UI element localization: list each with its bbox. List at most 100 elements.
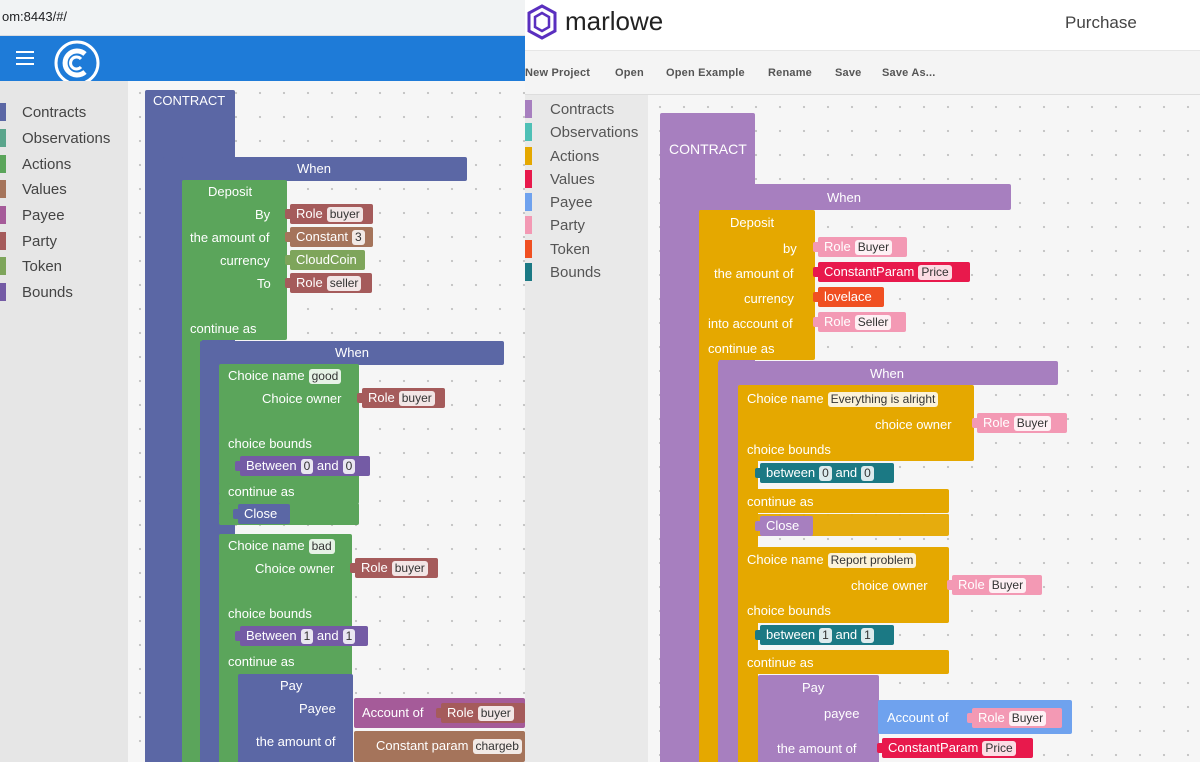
choice-name-value[interactable]: Everything is alright: [827, 392, 939, 407]
role-seller-chip[interactable]: Role seller: [285, 273, 372, 293]
contract-label: CONTRACT: [669, 141, 747, 157]
menu-rename[interactable]: Rename: [768, 67, 812, 79]
choice-name-text: Choice name: [747, 391, 824, 406]
category-swatch: [0, 129, 6, 147]
pay-block[interactable]: [758, 675, 879, 762]
chip-text: Close: [244, 506, 278, 521]
constant-param-chip[interactable]: Constant param chargeb: [365, 736, 525, 756]
choice-name-value[interactable]: good: [308, 369, 342, 384]
currency-label: currency: [220, 253, 270, 268]
category-payee[interactable]: Payee: [0, 206, 65, 224]
choice-name-value[interactable]: Report problem: [827, 553, 917, 568]
chip-value: buyer: [398, 391, 435, 406]
category-actions[interactable]: Actions: [0, 155, 71, 173]
pay-label: Pay: [802, 680, 825, 695]
category-bounds[interactable]: Bounds: [0, 283, 73, 301]
bounds-chip[interactable]: Between 1 and 1: [235, 626, 368, 646]
category-label: Contracts: [22, 103, 87, 121]
constant-chip[interactable]: Constant 3: [285, 227, 373, 247]
category-payee[interactable]: Payee: [525, 193, 593, 211]
category-label: Token: [22, 257, 63, 275]
currency-label: currency: [744, 291, 794, 306]
category-swatch: [525, 193, 532, 211]
pay-block[interactable]: [238, 674, 353, 762]
category-token[interactable]: Token: [0, 257, 62, 275]
token-chip[interactable]: CloudCoin: [285, 250, 365, 270]
deposit-label: Deposit: [730, 215, 775, 230]
role-buyer-chip[interactable]: Role buyer: [285, 204, 373, 224]
category-token[interactable]: Token: [525, 240, 590, 258]
role-buyer-chip[interactable]: Role Buyer: [972, 413, 1067, 433]
bounds-chip[interactable]: between 0 and 0: [755, 463, 894, 483]
category-party[interactable]: Party: [525, 216, 585, 234]
chip-text: CloudCoin: [296, 252, 357, 267]
chip-text: Constant param: [376, 738, 469, 753]
inner-when-block[interactable]: [200, 341, 504, 365]
choice-bad-block[interactable]: [219, 534, 352, 676]
category-values[interactable]: Values: [0, 180, 67, 198]
category-label: Values: [22, 180, 67, 198]
category-swatch: [525, 100, 532, 118]
category-contracts[interactable]: Contracts: [525, 100, 614, 118]
chip-text: Between: [246, 628, 297, 643]
chip-value: 1: [819, 628, 832, 643]
category-swatch: [525, 123, 532, 141]
continue-as-label: continue as: [228, 484, 295, 499]
choice-name-value[interactable]: bad: [308, 539, 335, 554]
role-buyer-chip[interactable]: Role Buyer: [967, 708, 1062, 728]
when-block[interactable]: [680, 184, 1011, 210]
menu-save-as[interactable]: Save As...: [882, 67, 936, 79]
category-values[interactable]: Values: [525, 170, 595, 188]
choice-owner-label: Choice owner: [262, 391, 342, 406]
blockly-editor-left: om:8443/#/ Contracts Observations Action…: [0, 0, 525, 762]
role-buyer-chip[interactable]: Role Buyer: [947, 575, 1042, 595]
menu-new-project[interactable]: New Project: [525, 67, 591, 79]
chip-value: Buyer: [854, 240, 893, 255]
category-party[interactable]: Party: [0, 232, 57, 250]
continue-as-label: continue as: [228, 654, 295, 669]
role-buyer-chip[interactable]: Role Buyer: [813, 237, 907, 257]
chip-value: 1: [342, 629, 356, 644]
address-bar[interactable]: om:8443/#/: [0, 0, 525, 36]
close-block[interactable]: Close: [233, 504, 290, 524]
menu-open[interactable]: Open: [615, 67, 644, 79]
chip-value: 0: [342, 459, 356, 474]
hamburger-menu-icon[interactable]: [16, 51, 34, 65]
bounds-chip[interactable]: Between 0 and 0: [235, 456, 370, 476]
menu-save[interactable]: Save: [835, 67, 862, 79]
category-observations[interactable]: Observations: [525, 123, 638, 141]
role-buyer-chip[interactable]: Role buyer: [350, 558, 438, 578]
category-bounds[interactable]: Bounds: [525, 263, 601, 281]
bounds-chip[interactable]: between 1 and 1: [755, 625, 894, 645]
category-swatch: [525, 263, 532, 281]
constant-param-chip[interactable]: ConstantParam Price: [877, 738, 1033, 758]
chip-text: ConstantParam: [824, 264, 915, 279]
chip-text: Role: [824, 314, 851, 329]
chip-value: Buyer: [1008, 711, 1047, 726]
menu-open-example[interactable]: Open Example: [666, 67, 745, 79]
role-buyer-chip[interactable]: Role buyer: [436, 703, 525, 723]
category-observations[interactable]: Observations: [0, 129, 110, 147]
chip-value: 0: [819, 466, 832, 481]
role-seller-chip[interactable]: Role Seller: [813, 312, 906, 332]
choice-name-label: Choice name Report problem: [747, 552, 917, 568]
close-block[interactable]: Close: [755, 516, 813, 536]
chip-text: lovelace: [824, 289, 872, 304]
chip-text: Close: [766, 518, 800, 533]
when-block[interactable]: [163, 157, 467, 181]
category-actions[interactable]: Actions: [525, 147, 599, 165]
constant-param-chip[interactable]: ConstantParam Price: [813, 262, 970, 282]
continue-as-label: continue as: [747, 655, 814, 670]
category-swatch: [0, 103, 6, 121]
into-account-label: into account of: [708, 316, 793, 331]
token-chip[interactable]: lovelace: [813, 287, 884, 307]
category-contracts[interactable]: Contracts: [0, 103, 86, 121]
role-buyer-chip[interactable]: Role buyer: [357, 388, 445, 408]
payee-label: payee: [824, 706, 860, 721]
choice-owner-label: choice owner: [875, 417, 952, 432]
category-swatch: [525, 170, 532, 188]
choice-good-block[interactable]: [219, 364, 359, 504]
category-swatch: [525, 147, 532, 165]
inner-when-block[interactable]: [718, 361, 1058, 385]
chip-value: 3: [352, 230, 365, 245]
